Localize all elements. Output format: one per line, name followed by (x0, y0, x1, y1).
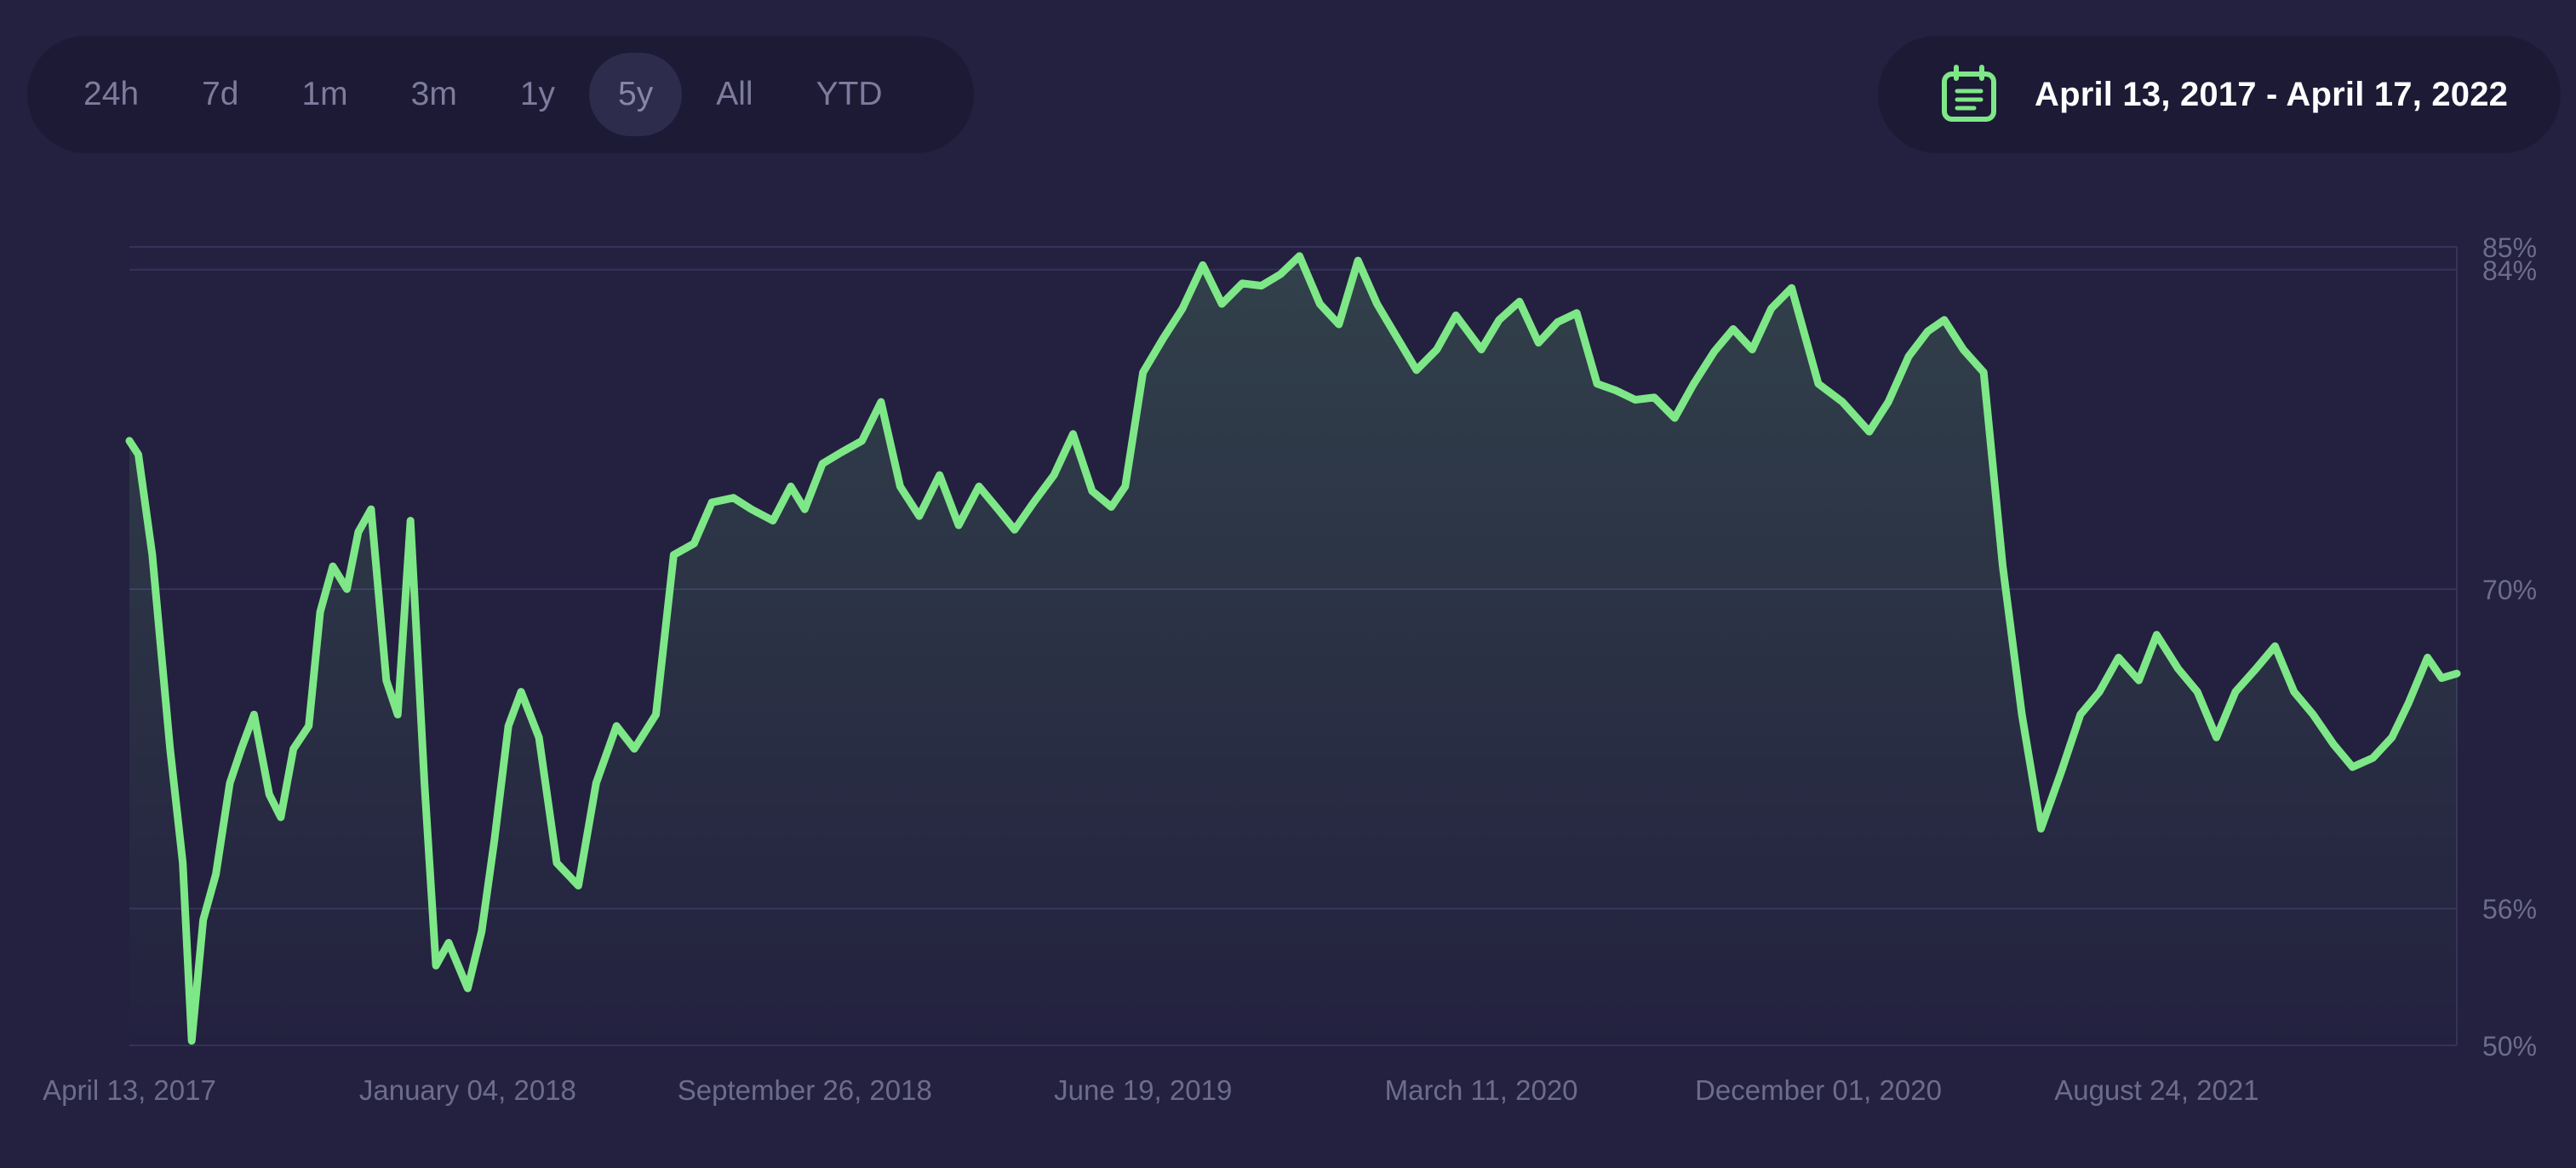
x-tick-label: March 11, 2020 (1385, 1074, 1578, 1106)
range-option-24h[interactable]: 24h (83, 76, 140, 112)
x-tick-label: April 13, 2017 (43, 1074, 216, 1106)
range-option-all[interactable]: All (716, 76, 753, 112)
y-axis-ticks: 85%84% 70% 56% 50% (2482, 232, 2537, 1062)
y-tick-label: 85% (2482, 232, 2537, 263)
calendar-icon (1942, 65, 1996, 122)
range-selector: 24h 7d 1m 3m 1y 5y All YTD (27, 36, 974, 153)
range-option-1y[interactable]: 1y (519, 76, 556, 112)
x-tick-label: December 01, 2020 (1695, 1074, 1942, 1106)
y-tick-label: 56% (2482, 894, 2537, 925)
range-option-3m[interactable]: 3m (410, 76, 457, 112)
x-axis-ticks: April 13, 2017 January 04, 2018 September … (43, 1074, 2258, 1106)
date-range-label: April 13, 2017 - April 17, 2022 (2035, 75, 2509, 113)
series-line (125, 252, 2461, 1045)
y-tick-label: 84% (2482, 255, 2537, 286)
y-tick-label: 70% (2482, 575, 2537, 605)
x-tick-label: January 04, 2018 (359, 1074, 576, 1106)
range-option-7d[interactable]: 7d (202, 76, 239, 112)
x-tick-label: August 24, 2021 (2054, 1074, 2258, 1106)
x-tick-label: September 26, 2018 (678, 1074, 932, 1106)
x-tick-label: June 19, 2019 (1054, 1074, 1232, 1106)
range-option-ytd[interactable]: YTD (816, 76, 883, 112)
y-tick-label: 50% (2482, 1031, 2537, 1062)
date-range-picker[interactable]: April 13, 2017 - April 17, 2022 (1878, 36, 2561, 153)
series-area (129, 255, 2457, 1045)
range-option-5y[interactable]: 5y (589, 53, 683, 136)
range-option-1m[interactable]: 1m (301, 76, 348, 112)
